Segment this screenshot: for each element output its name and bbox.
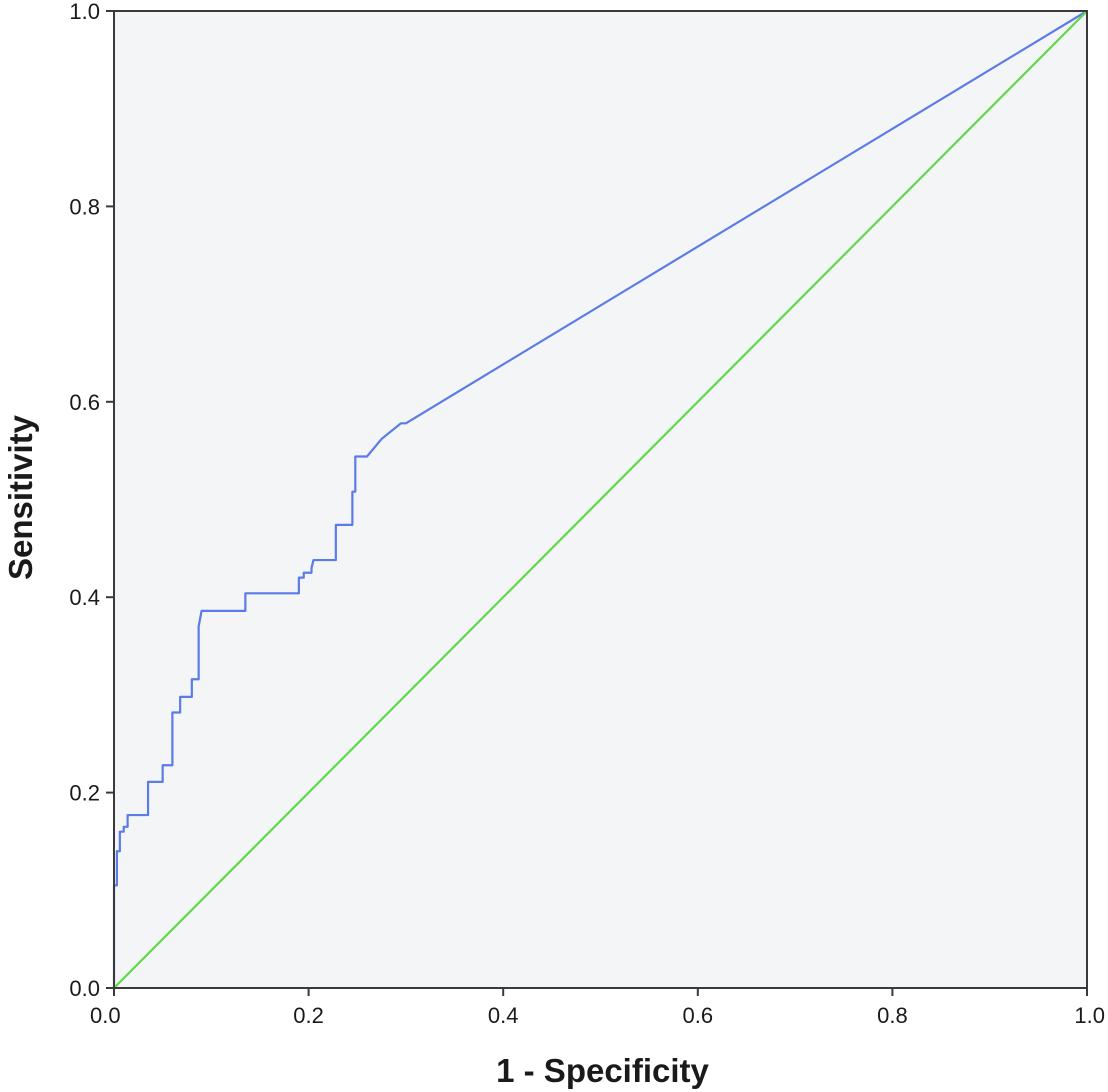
y-axis-title: Sensitivity (2, 414, 39, 580)
x-tick-label: 1.0 (1074, 1003, 1105, 1028)
plot-frame (113, 10, 1088, 989)
x-axis-ticks: 0.0 0.2 0.4 0.6 0.8 1.0 (90, 988, 1105, 1028)
x-tick-label: 0.6 (683, 1003, 714, 1028)
y-tick-label: 1.0 (69, 0, 100, 24)
y-axis-ticks: 0.0 0.2 0.4 0.6 0.8 1.0 (69, 0, 114, 1001)
x-tick-label: 0.2 (293, 1003, 324, 1028)
roc-curve-line (112, 10, 1088, 988)
x-tick-label: 0.8 (877, 1003, 908, 1028)
y-tick-label: 0.8 (69, 194, 100, 219)
reference-diagonal-line (113, 10, 1088, 989)
x-tick-label: 0.4 (488, 1003, 519, 1028)
y-tick-label: 0.4 (69, 585, 100, 610)
y-tick-label: 0.2 (69, 781, 100, 806)
series-layer (112, 10, 1088, 989)
x-tick-label: 0.0 (90, 1003, 121, 1028)
y-tick-label: 0.0 (69, 976, 100, 1001)
x-axis-title: 1 - Specificity (496, 1052, 709, 1089)
y-tick-label: 0.6 (69, 390, 100, 415)
